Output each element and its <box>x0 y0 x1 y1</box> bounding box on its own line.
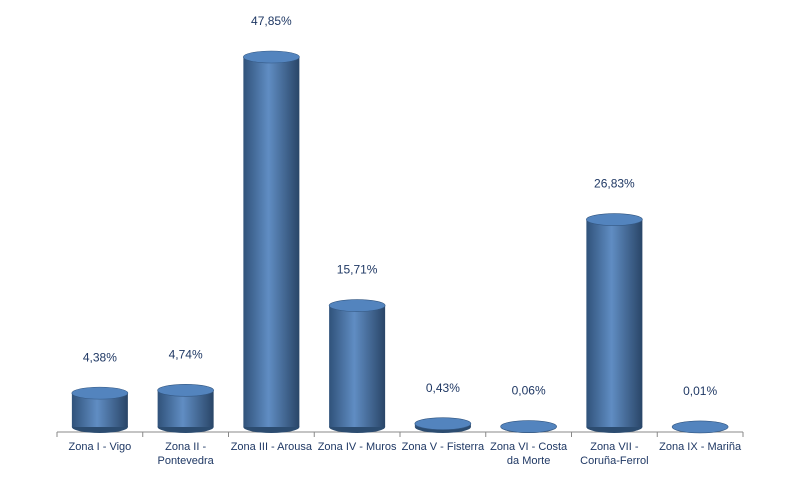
data-label: 0,01% <box>683 384 717 398</box>
bar-top <box>243 50 300 64</box>
bar <box>243 57 300 427</box>
data-label: 0,06% <box>512 384 546 398</box>
x-tick-label: Zona VI - Costa da Morte <box>490 441 568 467</box>
x-tick-label: Zona I - Vigo <box>68 441 132 453</box>
x-tick-label: Zona IX - Mariña <box>659 441 742 453</box>
data-label: 4,74% <box>169 348 203 362</box>
bar <box>586 219 643 427</box>
bar-top <box>414 417 472 430</box>
bar-top <box>328 299 386 312</box>
data-label: 4,38% <box>83 350 117 364</box>
x-tick-label: Zona III - Arousa <box>230 441 313 453</box>
bar-top <box>500 420 557 433</box>
bar-top <box>71 386 129 400</box>
bar-top <box>586 213 643 226</box>
x-tick-label: Zona VII - Coruña-Ferrol <box>580 441 649 467</box>
bar <box>329 305 386 427</box>
data-label: 26,83% <box>594 177 635 191</box>
data-label: 0,43% <box>426 381 460 395</box>
bar-top <box>157 384 214 397</box>
x-tick-label: Zona V - Fisterra <box>401 441 485 453</box>
x-tick-label: Zona II - Pontevedra <box>157 441 214 467</box>
data-label: 15,71% <box>337 263 378 277</box>
data-label: 47,85% <box>251 14 292 28</box>
x-tick-label: Zona IV - Muros <box>317 441 397 453</box>
bar-top <box>671 420 729 434</box>
